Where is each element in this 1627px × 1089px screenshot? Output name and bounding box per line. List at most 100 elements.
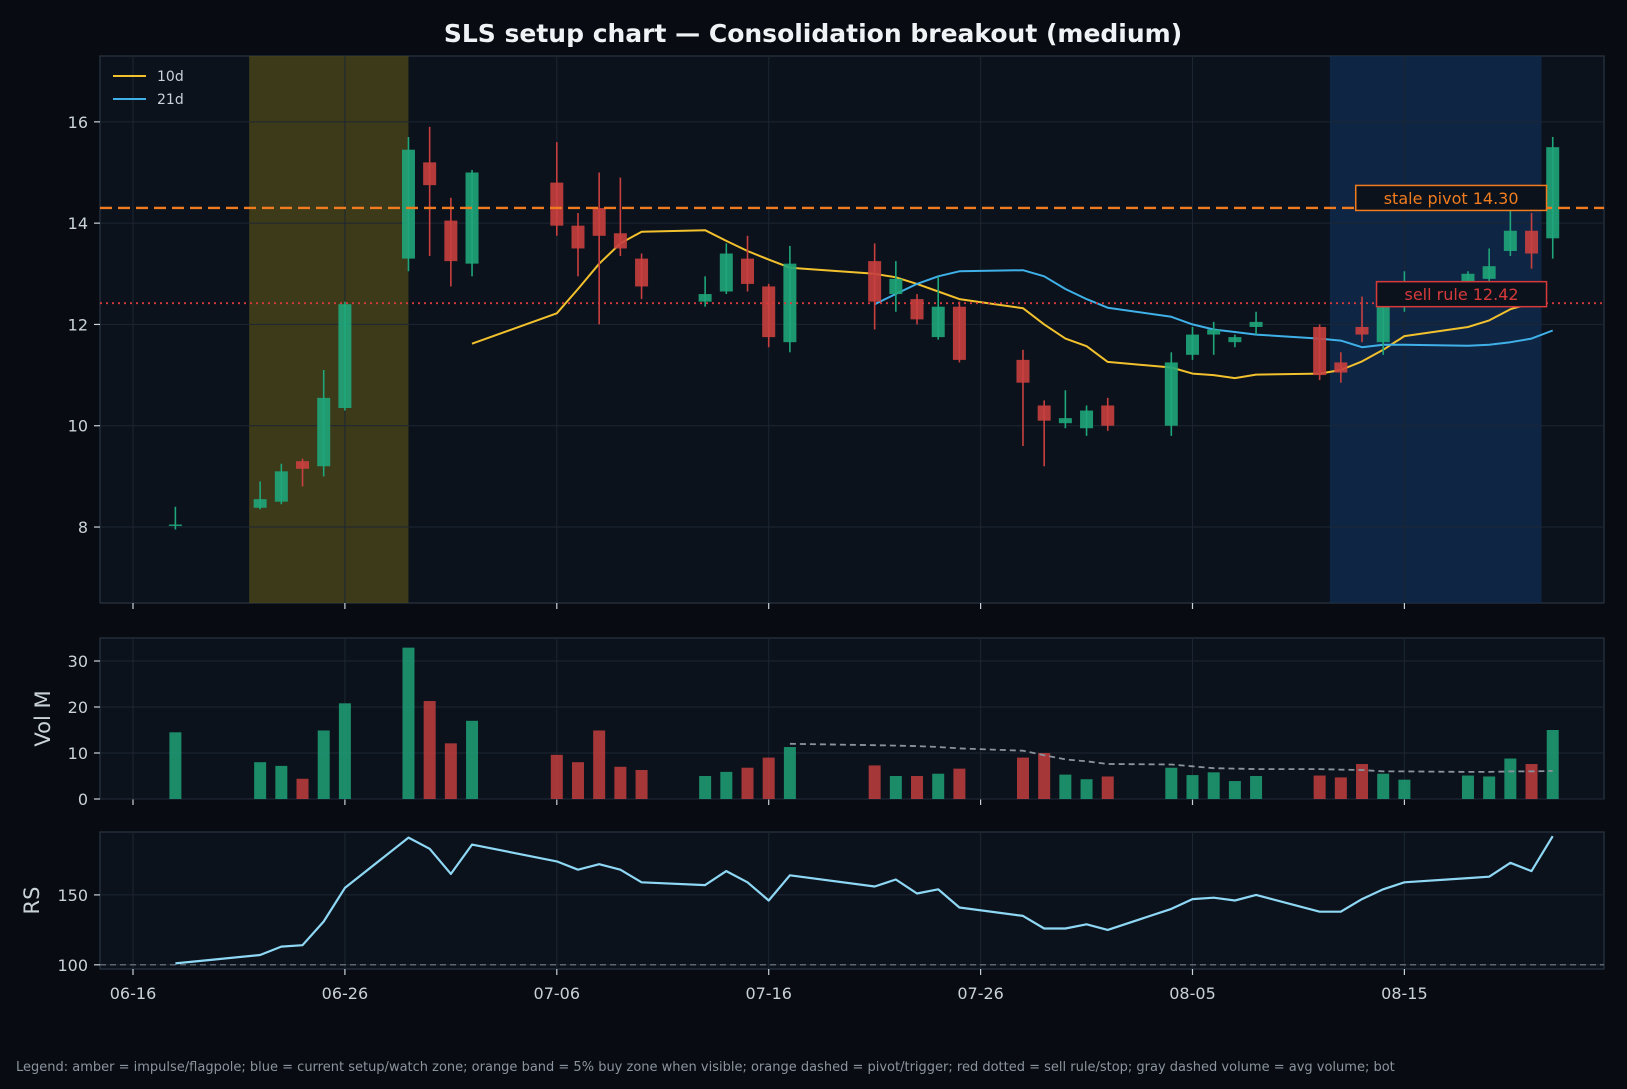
volume-bar (762, 757, 775, 799)
price-ytick-label: 12 (68, 315, 88, 334)
legend-label-10d: 10d (157, 69, 184, 85)
candle-body (317, 397, 331, 467)
rs-ylabel: RS (20, 887, 44, 915)
x-tick-label: 08-05 (1169, 984, 1216, 1003)
candle-body (1058, 418, 1072, 424)
candle-body (1525, 230, 1539, 254)
volume-bar (402, 647, 415, 799)
volume-bar (932, 773, 945, 799)
rs-panel: 100 150 RS 06-16 06-26 07-06 07-16 07-26 08-05 08… (20, 831, 1605, 1003)
volume-bar (635, 770, 648, 799)
pivot-label-text: stale pivot 14.30 (1384, 189, 1519, 208)
volume-bar (550, 754, 563, 799)
volume-bar (1080, 779, 1093, 799)
candle-body (762, 286, 776, 338)
candle-body (952, 306, 966, 360)
price-ytick-label: 10 (68, 417, 88, 436)
volume-bar (593, 730, 606, 799)
candle-body (423, 162, 437, 186)
volume-bar (1398, 779, 1411, 799)
candle-body (1186, 334, 1199, 355)
volume-bar (1228, 781, 1241, 799)
candle-body (1249, 321, 1263, 327)
candle-body (613, 233, 627, 249)
volume-bar (423, 701, 436, 799)
volume-bar (1546, 730, 1559, 799)
sell-rule-label-text: sell rule 12.42 (1405, 285, 1519, 304)
volume-bar (1186, 775, 1199, 799)
volume-bar (889, 776, 902, 799)
volume-bar (741, 767, 754, 799)
volume-bar (953, 768, 966, 799)
candle-body (1207, 329, 1221, 335)
rs-line (175, 835, 1554, 965)
candle-body (1228, 337, 1242, 343)
rs-ytick-label: 150 (57, 886, 88, 905)
volume-panel: 0 10 20 30 Vol M (31, 637, 1605, 809)
candle-body (401, 149, 415, 259)
sell-rule-label-box (1375, 280, 1548, 308)
price-ytick-label: 8 (78, 518, 88, 537)
candle-body (783, 263, 797, 343)
x-tick-label: 07-06 (534, 984, 581, 1003)
price-ytick-label: 16 (68, 113, 88, 132)
candle-body (741, 258, 755, 284)
volume-bar (614, 766, 627, 799)
legend-label-21d: 21d (157, 92, 184, 108)
x-tick-label: 07-16 (745, 984, 792, 1003)
candle-body (550, 182, 564, 226)
volume-bar (444, 743, 457, 799)
candle-body (868, 261, 882, 302)
candle-body (719, 253, 733, 292)
candle-body (465, 172, 479, 264)
volume-bar (1334, 777, 1347, 799)
volume-bar (911, 776, 924, 799)
volume-ytick-label: 0 (78, 790, 88, 809)
candle-body (698, 294, 712, 302)
candle-body (571, 225, 585, 249)
candle-body (592, 207, 606, 236)
volume-bar (466, 720, 479, 799)
candle-body (1334, 362, 1348, 373)
chart-title: SLS setup chart — Consolidation breakout… (444, 19, 1182, 48)
candle-body (168, 524, 182, 526)
rs-ytick-label: 100 (57, 956, 88, 975)
candle-body (1164, 362, 1178, 426)
footer-legend: Legend: amber = impulse/flagpole; blue =… (16, 1060, 1395, 1075)
volume-bar (1165, 767, 1178, 799)
volume-ytick-label: 30 (68, 652, 88, 671)
candle-body (1313, 326, 1327, 376)
volume-bar (1038, 753, 1051, 799)
candle-body (1482, 266, 1496, 279)
volume-ylabel: Vol M (31, 690, 55, 746)
volume-bar (1016, 757, 1029, 799)
candle-body (274, 471, 288, 502)
volume-bar (254, 762, 267, 799)
candle-body (1016, 359, 1030, 383)
price-ytick-label: 14 (68, 214, 88, 233)
volume-bar (571, 762, 584, 799)
volume-bar (338, 703, 351, 799)
candle-body (1080, 410, 1094, 429)
volume-ytick-label: 20 (68, 698, 88, 717)
candle-body (889, 278, 903, 295)
volume-bar (1101, 776, 1114, 799)
x-tick-label: 06-26 (322, 984, 369, 1003)
volume-bar (1059, 774, 1072, 799)
x-tick-label: 07-26 (957, 984, 1004, 1003)
rs-panel-frame (99, 831, 1605, 970)
volume-bar (1504, 758, 1517, 799)
volume-bar (868, 765, 881, 799)
volume-bar (296, 778, 309, 799)
volume-bar (699, 776, 712, 799)
volume-bar (275, 765, 288, 799)
x-tick-label: 08-15 (1381, 984, 1428, 1003)
candle-body (1546, 147, 1560, 239)
candle-body (253, 499, 267, 508)
candle-body (1461, 273, 1475, 282)
candle-body (296, 461, 310, 469)
volume-bar (1207, 772, 1220, 799)
candle-body (1101, 405, 1115, 426)
